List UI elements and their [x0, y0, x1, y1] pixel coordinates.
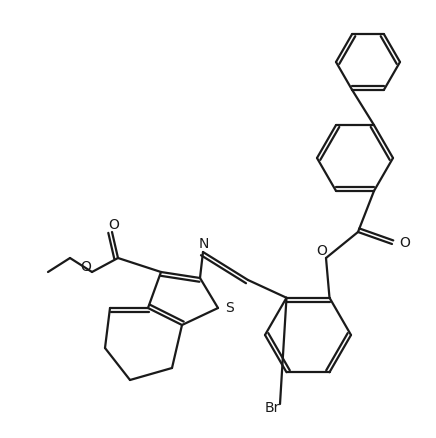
Text: O: O — [81, 260, 92, 274]
Text: N: N — [199, 237, 209, 251]
Text: O: O — [317, 244, 327, 258]
Text: Br: Br — [264, 401, 279, 415]
Text: O: O — [109, 218, 119, 232]
Text: O: O — [399, 236, 410, 250]
Text: S: S — [225, 301, 234, 315]
